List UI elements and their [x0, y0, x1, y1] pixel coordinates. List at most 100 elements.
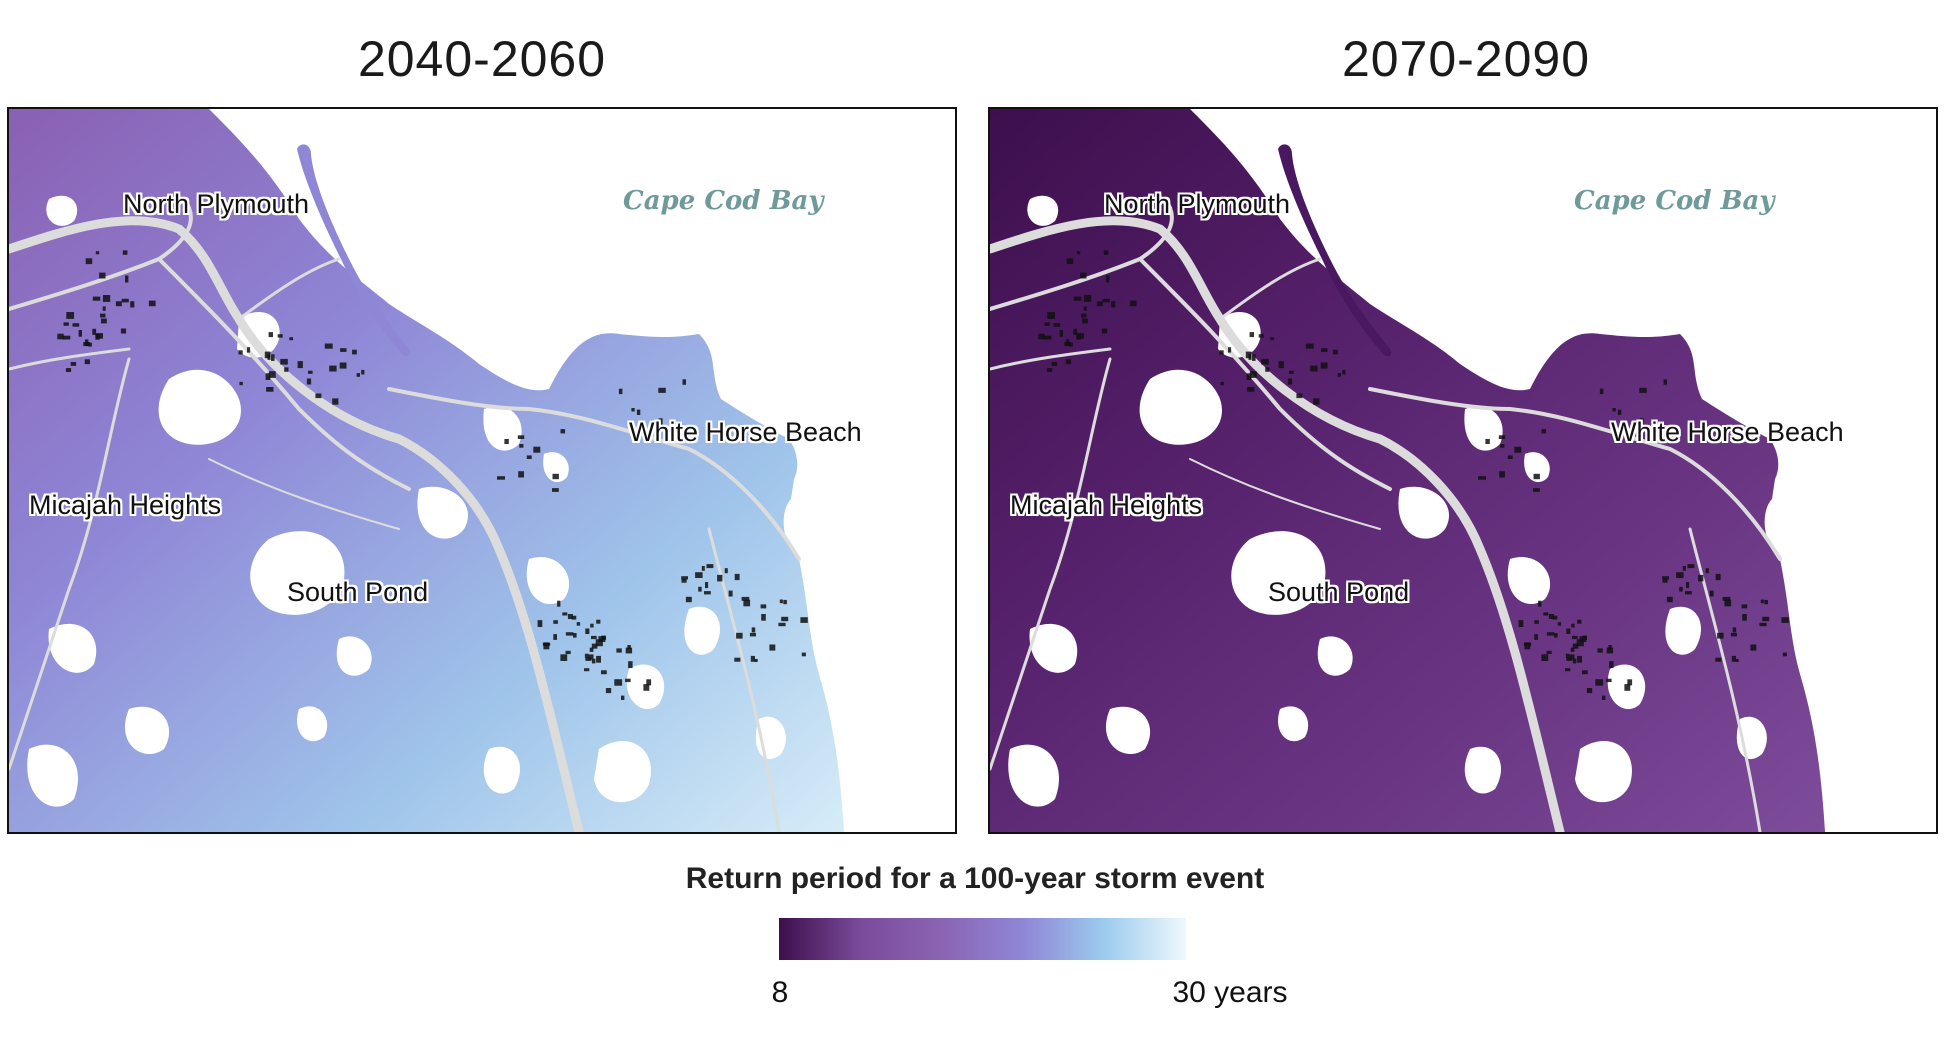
building [1533, 488, 1540, 492]
road [9, 347, 131, 371]
building [1321, 348, 1328, 352]
building [658, 387, 666, 393]
building [62, 335, 71, 340]
building [1320, 362, 1328, 369]
building [601, 635, 606, 640]
building [543, 642, 550, 650]
building [1782, 652, 1787, 657]
building [356, 373, 360, 377]
building [268, 332, 273, 338]
building [1609, 661, 1614, 668]
building [1612, 408, 1616, 412]
label-white-horse-beach: White Horse Beach [1611, 417, 1844, 447]
building [148, 300, 156, 307]
road [157, 257, 411, 491]
pond [48, 623, 97, 673]
road [1138, 257, 1392, 491]
building [1735, 658, 1739, 662]
building [88, 342, 92, 347]
building [1741, 604, 1748, 609]
pond [1278, 706, 1309, 742]
building [1546, 632, 1555, 636]
building [741, 596, 750, 601]
road [990, 357, 1112, 771]
pond [1317, 636, 1353, 676]
building [1080, 272, 1087, 279]
building [760, 604, 767, 609]
building [102, 306, 106, 311]
building [1507, 455, 1513, 459]
building [92, 328, 97, 335]
building [65, 368, 72, 372]
pond [594, 741, 651, 803]
building [1715, 657, 1722, 662]
building [1606, 678, 1612, 683]
building [1764, 599, 1768, 605]
building [704, 591, 711, 595]
pond [1027, 195, 1059, 226]
building [1102, 298, 1110, 303]
building [84, 359, 90, 365]
road [1368, 387, 1782, 561]
building [1685, 591, 1692, 595]
building [95, 251, 100, 255]
building [595, 639, 603, 647]
building [1485, 439, 1490, 444]
building [268, 371, 276, 378]
building [1759, 622, 1767, 627]
building [1261, 358, 1269, 365]
building [1602, 695, 1606, 700]
building [1073, 296, 1082, 301]
building [1059, 330, 1063, 337]
building [340, 348, 347, 352]
plymouth-beach-spit [1278, 144, 1392, 357]
building [1082, 318, 1088, 324]
label-cape-cod-bay: Cape Cod Bay [623, 186, 824, 216]
building [1586, 688, 1593, 694]
building [778, 622, 786, 627]
pond [1575, 741, 1632, 803]
road [1189, 458, 1381, 530]
map-2040-2060[interactable]: North Plymouth Cape Cod Bay White Horse … [7, 107, 957, 834]
building [1762, 616, 1770, 622]
building [1577, 619, 1582, 624]
building [1106, 275, 1110, 283]
building [1781, 617, 1789, 623]
building [306, 378, 312, 385]
building [1077, 333, 1084, 339]
building [1717, 632, 1724, 639]
building [121, 298, 129, 303]
building [130, 301, 135, 308]
pond [1507, 557, 1551, 605]
building [271, 354, 275, 361]
map-2070-2090[interactable]: North Plymouth Cape Cod Bay White Horse … [988, 107, 1938, 834]
building [85, 258, 93, 265]
building [701, 566, 705, 571]
legend-title: Return period for a 100-year storm event [685, 862, 1265, 895]
building [672, 436, 678, 442]
building [1576, 639, 1584, 647]
building [1624, 684, 1631, 691]
building [641, 431, 649, 438]
building [779, 599, 783, 604]
pond [684, 606, 720, 655]
building [70, 362, 77, 366]
label-micajah-heights: Micajah Heights [1010, 490, 1203, 520]
building [324, 343, 333, 349]
building [625, 647, 633, 654]
building [1570, 647, 1575, 652]
building [553, 620, 558, 624]
building [277, 334, 283, 338]
pond [27, 744, 78, 807]
building [1639, 418, 1644, 425]
building [1270, 337, 1275, 341]
building [1595, 679, 1604, 686]
road [990, 197, 1174, 311]
building [1582, 670, 1588, 675]
pond [1231, 531, 1326, 615]
building [1552, 615, 1558, 620]
building [352, 349, 357, 355]
building [1687, 564, 1695, 569]
building [1548, 614, 1554, 619]
building [101, 318, 107, 324]
